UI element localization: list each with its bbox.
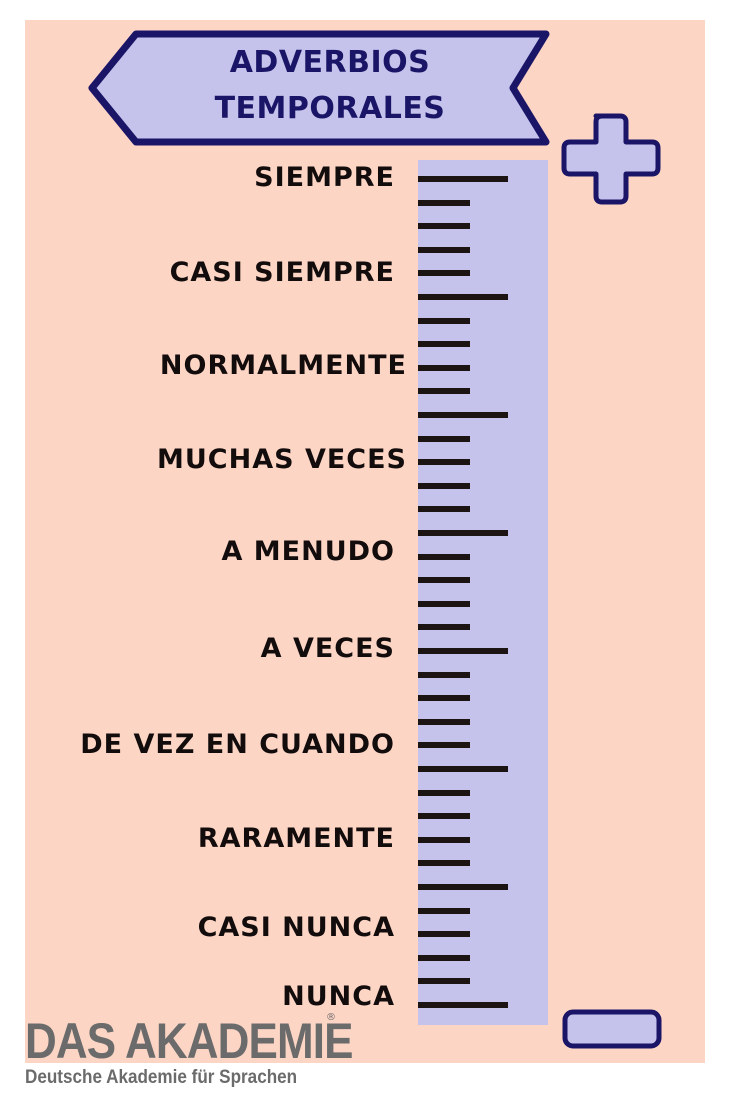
minor-tick	[418, 270, 470, 276]
minor-tick	[418, 388, 470, 394]
minor-tick	[418, 577, 470, 583]
brand-tagline: Deutsche Akademie für Sprachen	[25, 1067, 298, 1088]
registered-mark: ®	[326, 1012, 336, 1023]
poster-background	[25, 20, 705, 1063]
minor-tick	[418, 719, 470, 725]
major-tick	[418, 884, 508, 890]
minor-tick	[418, 978, 470, 984]
minor-tick	[418, 318, 470, 324]
adverb-label: A MENUDO	[221, 536, 395, 567]
minor-tick	[418, 506, 470, 512]
adverb-label: CASI NUNCA	[197, 912, 395, 943]
minor-tick	[418, 459, 470, 465]
major-tick	[418, 648, 508, 654]
minor-tick	[418, 931, 470, 937]
minor-tick	[418, 813, 470, 819]
minor-tick	[418, 436, 470, 442]
major-tick	[418, 176, 508, 182]
minor-tick	[418, 365, 470, 371]
major-tick	[418, 294, 508, 300]
minor-tick	[418, 908, 470, 914]
frequency-scale	[418, 160, 548, 1025]
adverb-label: A VECES	[260, 633, 395, 664]
title-banner	[88, 30, 550, 146]
adverb-label: RARAMENTE	[197, 823, 395, 854]
minor-tick	[418, 695, 470, 701]
minus-icon	[562, 1009, 662, 1049]
minor-tick	[418, 247, 470, 253]
minor-tick	[418, 483, 470, 489]
minor-tick	[418, 624, 470, 630]
adverb-label: SIEMPRE	[254, 162, 395, 193]
adverb-label: NORMALMENTE	[159, 350, 407, 381]
minor-tick	[418, 837, 470, 843]
adverb-label: MUCHAS VECES	[157, 444, 407, 475]
plus-icon	[561, 113, 661, 205]
brand-logo: DAS AKADEMIE ® Deutsche Akademie für Spr…	[25, 1012, 397, 1090]
title-text: ADVERBIOS TEMPORALES	[180, 40, 480, 132]
minor-tick	[418, 672, 470, 678]
minor-tick	[418, 790, 470, 796]
adverb-label: NUNCA	[282, 981, 395, 1012]
minor-tick	[418, 860, 470, 866]
minor-tick	[418, 223, 470, 229]
minor-tick	[418, 742, 470, 748]
major-tick	[418, 530, 508, 536]
brand-name: DAS AKADEMIE	[25, 1013, 353, 1069]
adverb-label: CASI SIEMPRE	[169, 257, 395, 288]
title-line-2: TEMPORALES	[214, 91, 446, 126]
major-tick	[418, 412, 508, 418]
major-tick	[418, 766, 508, 772]
adverb-label: DE VEZ EN CUANDO	[80, 729, 395, 760]
minor-tick	[418, 601, 470, 607]
minor-tick	[418, 955, 470, 961]
minor-tick	[418, 341, 470, 347]
major-tick	[418, 1002, 508, 1008]
title-line-1: ADVERBIOS	[229, 45, 431, 80]
minor-tick	[418, 200, 470, 206]
minor-tick	[418, 554, 470, 560]
